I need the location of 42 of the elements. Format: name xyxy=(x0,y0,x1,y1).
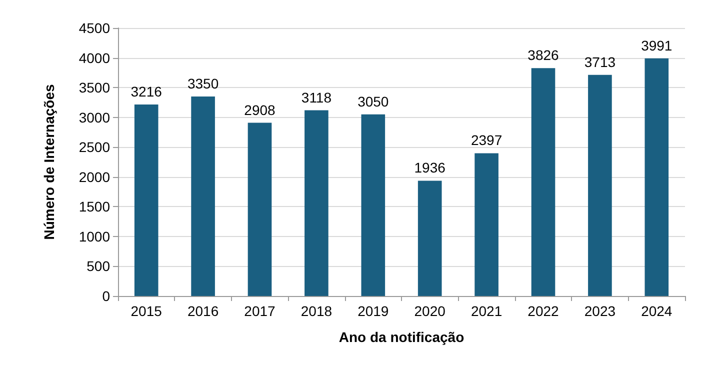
data-label: 3991 xyxy=(641,37,672,54)
bar xyxy=(531,68,556,296)
x-tick-label: 2020 xyxy=(414,303,446,319)
data-label: 3118 xyxy=(301,89,332,106)
data-label: 3350 xyxy=(187,75,219,92)
bar xyxy=(588,74,612,296)
y-tick-label: 1000 xyxy=(78,228,110,244)
bar xyxy=(644,58,669,296)
x-tick-label: 2022 xyxy=(528,303,560,319)
y-tick-label: 3500 xyxy=(78,80,110,96)
data-label: 3826 xyxy=(528,47,560,64)
bar xyxy=(304,110,328,296)
bar xyxy=(418,180,442,296)
x-tick-label: 2015 xyxy=(130,303,162,319)
x-tick-label: 2017 xyxy=(244,303,276,319)
x-tick-label: 2021 xyxy=(470,303,502,319)
x-tick-label: 2023 xyxy=(584,303,616,319)
y-axis-title: Número de Internações xyxy=(41,84,57,240)
data-label: 2397 xyxy=(470,132,502,148)
data-label: 1936 xyxy=(414,160,446,176)
bar xyxy=(361,114,386,296)
y-tick-label: 4000 xyxy=(78,50,110,66)
bar xyxy=(474,153,498,296)
x-tick-label: 2016 xyxy=(187,303,219,319)
y-tick-label: 3000 xyxy=(78,109,110,126)
x-tick-label: 2018 xyxy=(300,303,332,319)
data-label: 3713 xyxy=(584,54,616,70)
data-label: 2908 xyxy=(244,102,276,118)
x-tick-label: 2024 xyxy=(641,303,672,319)
y-tick-label: 500 xyxy=(86,258,110,274)
bar xyxy=(134,104,158,296)
x-axis-title: Ano da notificação xyxy=(338,329,464,345)
y-tick-label: 4500 xyxy=(78,20,110,36)
x-tick-label: 2019 xyxy=(358,303,389,319)
bar xyxy=(191,96,215,296)
data-label: 3216 xyxy=(130,83,162,100)
y-tick-label: 2000 xyxy=(78,168,110,185)
y-tick-label: 2500 xyxy=(78,139,110,156)
bar xyxy=(248,122,272,296)
y-tick-label: 0 xyxy=(102,288,110,304)
data-label: 3050 xyxy=(358,93,389,110)
y-tick-label: 1500 xyxy=(78,198,110,215)
